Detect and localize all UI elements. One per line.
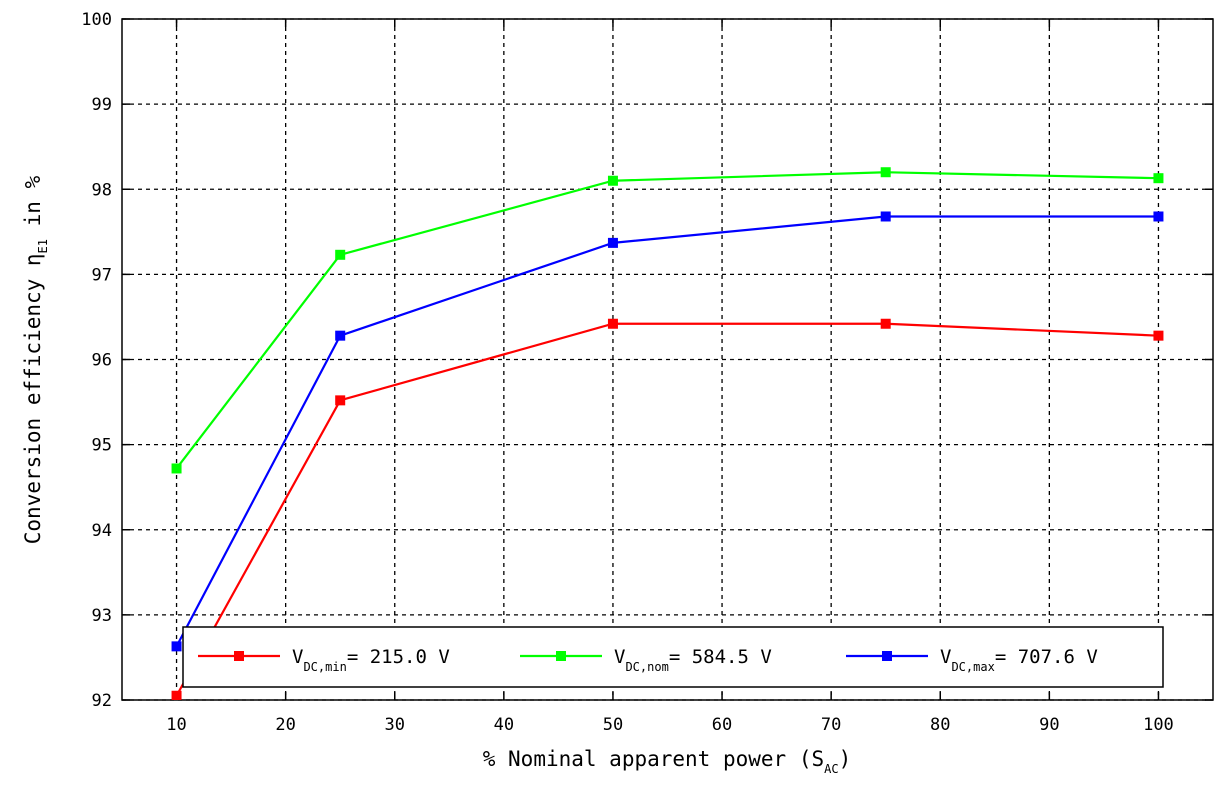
legend-items: VDC,min= 215.0 V VDC,nom= 584.5 V VDC,max=… xyxy=(198,646,1098,674)
data-point xyxy=(607,175,618,186)
y-tick-label: 93 xyxy=(92,606,112,626)
x-tick-label: 30 xyxy=(385,715,405,735)
legend-label: VDC,max= 707.6 V xyxy=(940,646,1098,674)
y-tick-label: 96 xyxy=(92,351,112,371)
x-tick-label: 20 xyxy=(275,715,295,735)
data-point xyxy=(607,318,618,329)
legend-item: VDC,nom= 584.5 V xyxy=(520,646,772,674)
y-tick-label: 92 xyxy=(92,691,112,711)
x-tick-label: 50 xyxy=(603,715,623,735)
x-tick-label: 40 xyxy=(494,715,514,735)
series-lines xyxy=(171,167,1164,700)
y-tick-label: 98 xyxy=(92,180,112,200)
x-tick-label: 70 xyxy=(821,715,841,735)
x-tick-label: 80 xyxy=(930,715,950,735)
grid xyxy=(122,18,1213,701)
data-point xyxy=(1153,211,1164,222)
y-tick-label: 94 xyxy=(92,521,112,541)
x-tick-labels: 10 20 30 40 50 60 70 80 90 100 xyxy=(166,715,1174,735)
y-tick-label: 95 xyxy=(92,436,112,456)
legend-box xyxy=(182,626,1164,688)
legend-label: VDC,nom= 584.5 V xyxy=(614,646,772,674)
y-tick-label: 99 xyxy=(92,95,112,115)
x-tick-label: 60 xyxy=(712,715,732,735)
data-point xyxy=(880,318,891,329)
legend-item: VDC,min= 215.0 V xyxy=(198,646,450,674)
data-point xyxy=(171,641,182,652)
x-tick-label: 100 xyxy=(1143,715,1174,735)
x-tick-label: 90 xyxy=(1039,715,1059,735)
x-tick-label: 10 xyxy=(166,715,186,735)
data-point xyxy=(880,211,891,222)
data-point xyxy=(335,330,346,341)
data-point xyxy=(171,463,182,474)
x-axis-label: % Nominal apparent power (SAC) xyxy=(483,747,851,776)
data-point xyxy=(880,167,891,178)
legend-swatch-marker xyxy=(234,651,244,661)
y-tick-label: 97 xyxy=(92,265,112,285)
data-point xyxy=(1153,173,1164,184)
legend: VDC,min= 215.0 V VDC,nom= 584.5 V VDC,max=… xyxy=(182,626,1164,688)
y-axis-label: Conversion efficiency ηE1 in % xyxy=(21,175,50,544)
y-tick-labels: 92 93 94 95 96 97 98 99 100 xyxy=(81,10,112,711)
legend-item: VDC,max= 707.6 V xyxy=(846,646,1098,674)
data-point xyxy=(335,249,346,260)
data-point xyxy=(1153,330,1164,341)
legend-label: VDC,min= 215.0 V xyxy=(292,646,450,674)
legend-swatch-marker xyxy=(556,651,566,661)
data-point xyxy=(335,395,346,406)
legend-swatch-marker xyxy=(882,651,892,661)
data-point xyxy=(607,237,618,248)
data-point xyxy=(171,690,182,700)
tick-marks xyxy=(122,18,1213,701)
y-tick-label: 100 xyxy=(81,10,112,30)
